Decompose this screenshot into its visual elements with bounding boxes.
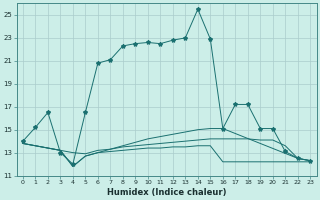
X-axis label: Humidex (Indice chaleur): Humidex (Indice chaleur) — [107, 188, 226, 197]
